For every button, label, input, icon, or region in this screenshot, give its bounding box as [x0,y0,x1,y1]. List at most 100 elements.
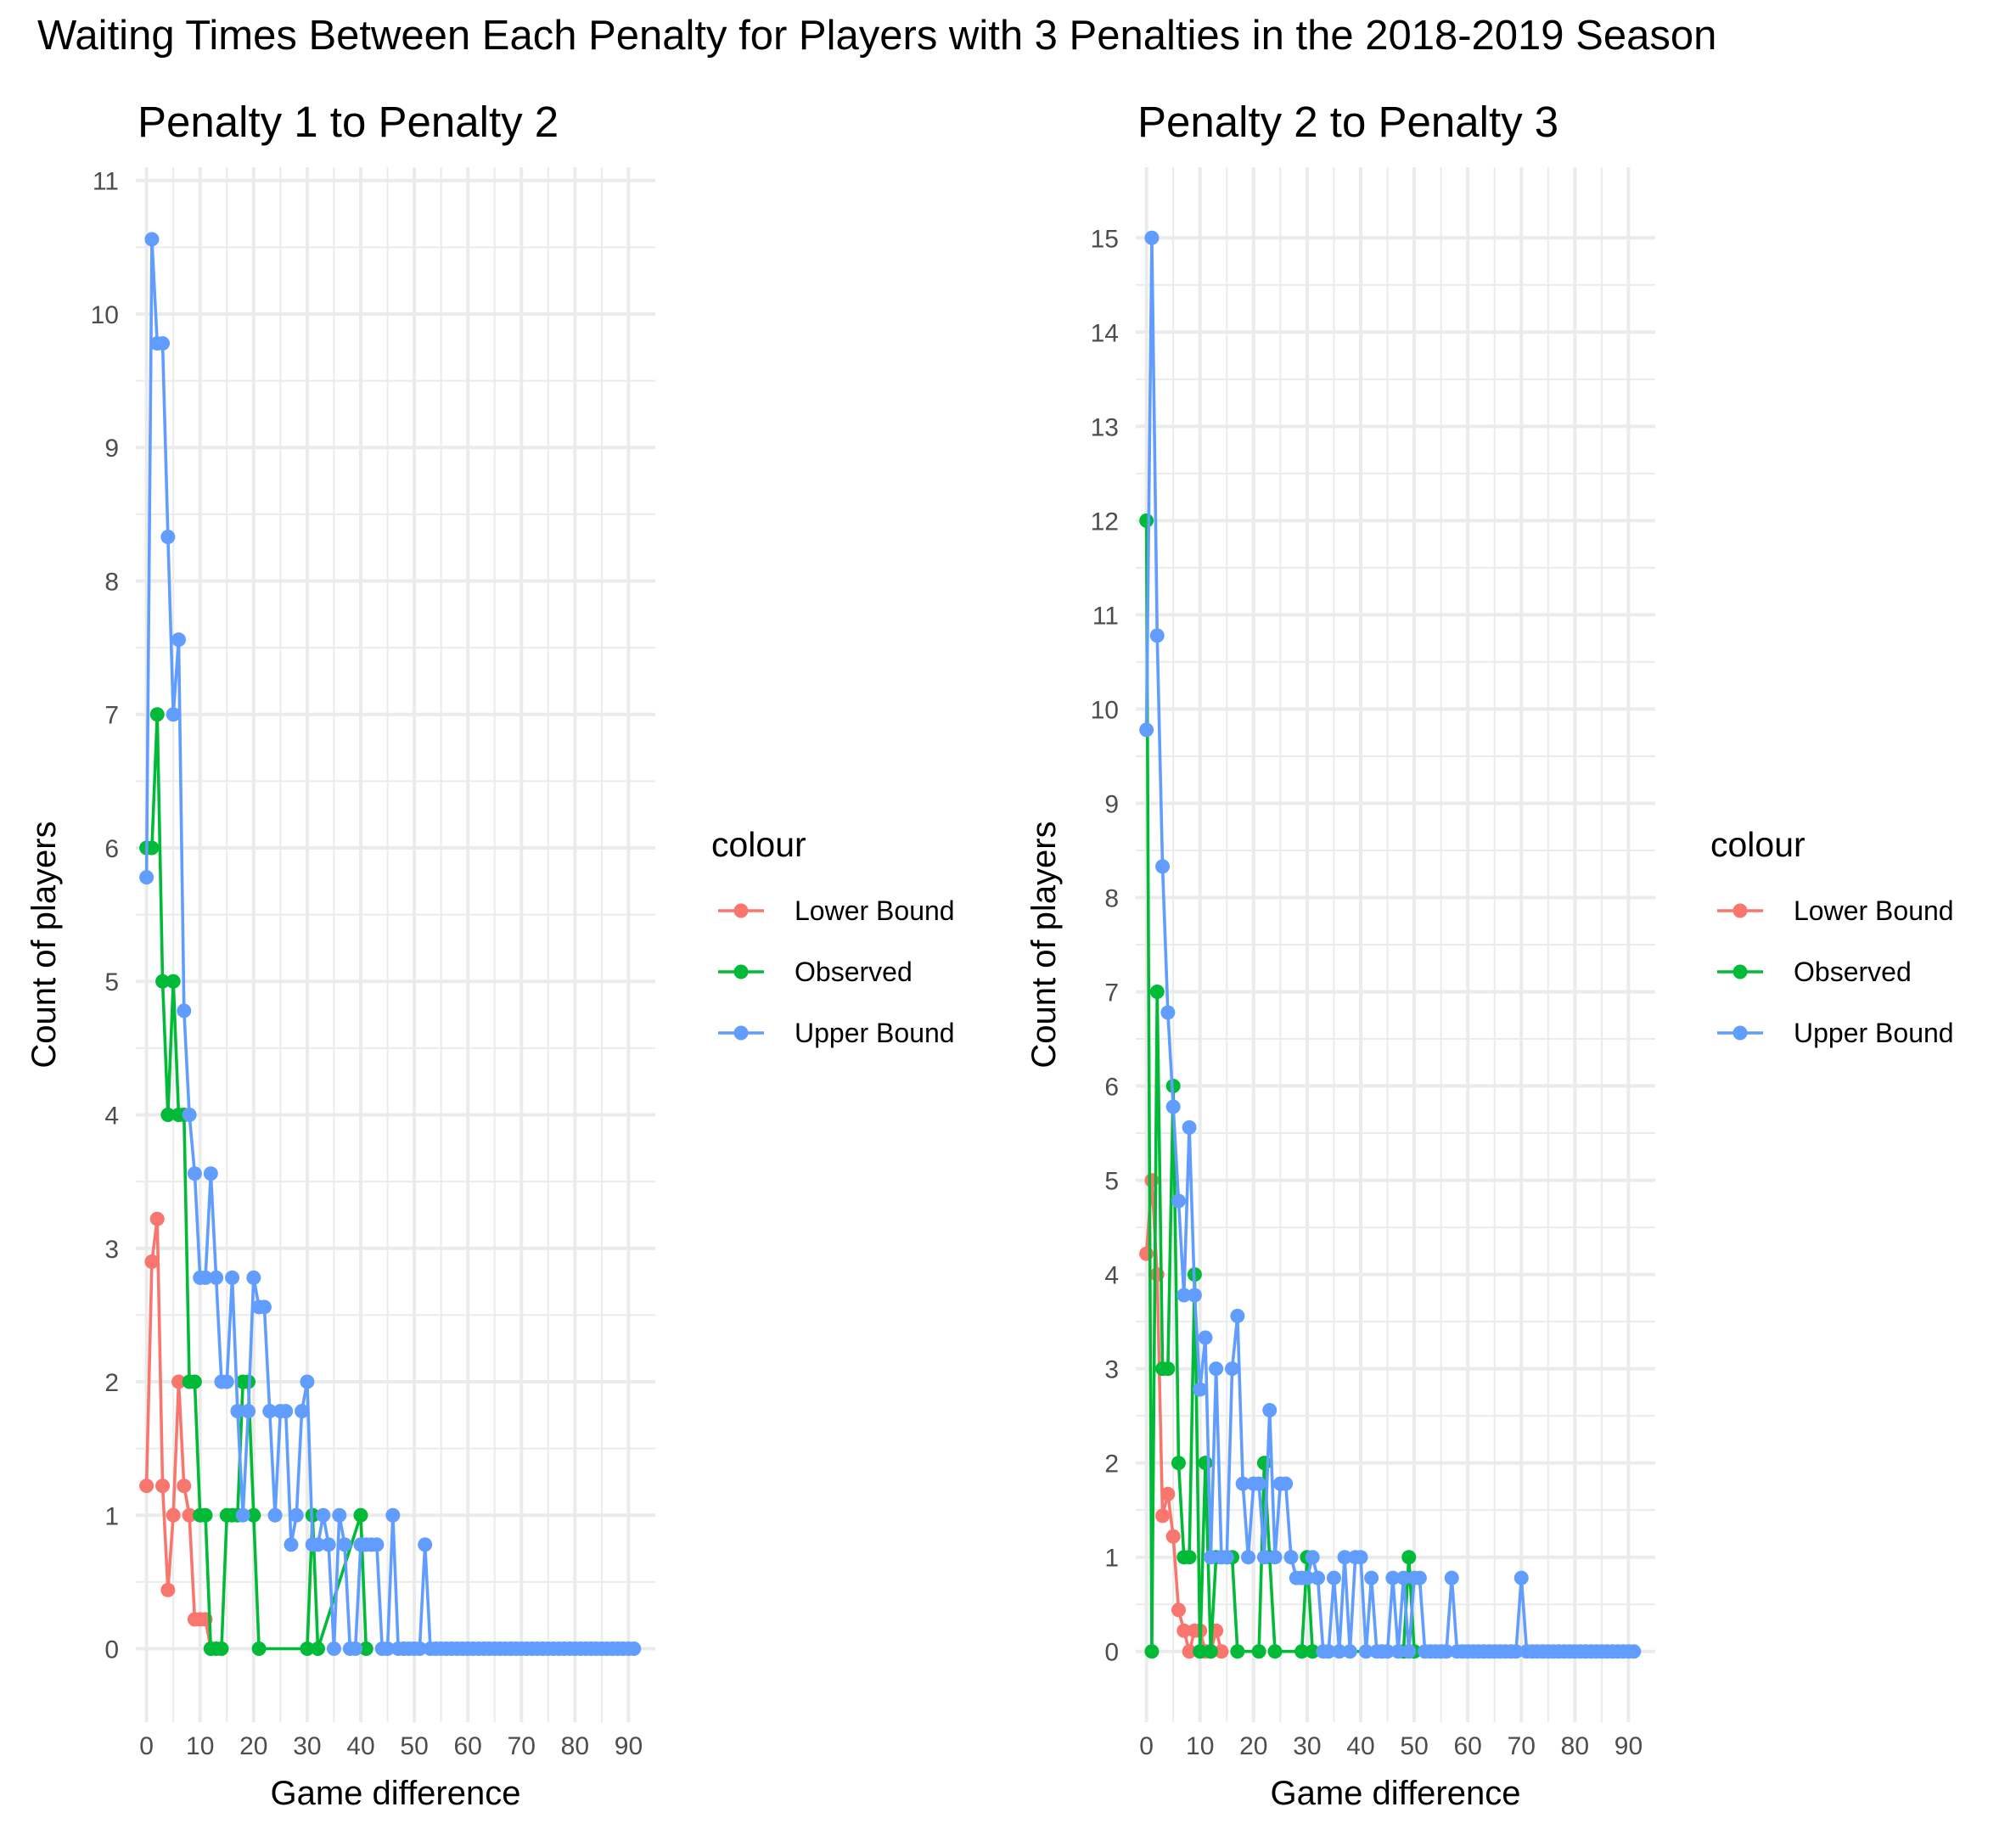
legend-item-lower-bound: Lower Bound [1717,895,1954,926]
legend-label: Observed [795,957,913,987]
data-point-upper-bound [1364,1570,1379,1585]
data-point-upper-bound [1187,1288,1202,1303]
y-tick-label: 6 [104,835,119,863]
data-point-upper-bound [160,530,176,545]
data-point-observed [1294,1644,1310,1659]
data-point-observed [1139,513,1154,528]
x-tick-label: 50 [400,1732,428,1760]
data-point-upper-bound [246,1270,261,1285]
data-point-upper-bound [1267,1550,1283,1565]
legend-label: Upper Bound [1794,1018,1954,1048]
data-point-upper-bound [369,1537,385,1552]
legend-item-observed: Observed [718,957,913,987]
data-point-upper-bound [1385,1570,1401,1585]
data-point-upper-bound [326,1641,341,1657]
panel-penalty-1-to-2: 0 10 20 30 40 50 60 70 80 90 0 1 2 3 4 5 6 7 8 9 10 11 Penalty… [25,98,955,1812]
data-point-lower-bound [1171,1602,1186,1618]
panel-title: Penalty 2 to Penalty 3 [1137,98,1558,146]
legend-key-point [733,1025,749,1041]
data-point-upper-bound [1513,1570,1529,1585]
data-point-upper-bound [1160,1005,1176,1020]
legend-title: colour [711,825,806,864]
data-point-upper-bound [1311,1570,1326,1585]
legend-title: colour [1710,825,1805,864]
data-point-observed [198,1507,213,1523]
x-tick-label: 20 [239,1732,267,1760]
data-point-lower-bound [1160,1486,1176,1501]
y-tick-label: 4 [1104,1262,1119,1290]
legend-key-point [733,903,749,918]
data-point-upper-bound [187,1166,202,1181]
y-tick-label: 10 [1091,696,1119,724]
legend: colour Lower Bound Observed Upper Bound [711,825,955,1048]
data-point-upper-bound [1235,1476,1250,1491]
data-point-upper-bound [1278,1476,1294,1491]
data-point-observed [155,974,171,989]
data-point-observed [1203,1644,1218,1659]
data-point-observed [1193,1644,1208,1659]
data-point-lower-bound [1139,1246,1154,1261]
data-point-upper-bound [1225,1361,1240,1377]
data-point-upper-bound [316,1507,331,1523]
legend: colour Lower Bound Observed Upper Bound [1710,825,1954,1048]
data-point-upper-bound [1353,1550,1368,1565]
data-point-observed [160,1107,176,1122]
data-point-upper-bound [1219,1550,1234,1565]
chart-title: Waiting Times Between Each Penalty for P… [37,13,1717,59]
data-point-upper-bound [418,1537,433,1552]
data-point-observed [246,1507,261,1523]
legend-key-point [1732,903,1748,918]
data-point-observed [311,1641,326,1657]
x-tick-label: 60 [1453,1732,1481,1760]
data-point-lower-bound [160,1582,176,1597]
x-axis-title: Game difference [1271,1775,1521,1812]
data-point-upper-bound [284,1537,299,1552]
data-point-lower-bound [1214,1644,1229,1659]
data-point-upper-bound [1390,1644,1406,1659]
data-point-upper-bound [300,1374,315,1389]
data-point-lower-bound [166,1507,181,1523]
data-point-observed [1160,1361,1176,1377]
y-tick-label: 11 [93,168,119,196]
data-point-upper-bound [278,1404,294,1419]
data-point-upper-bound [240,1404,256,1419]
legend-label: Observed [1794,957,1912,987]
data-point-upper-bound [1332,1644,1347,1659]
data-point-upper-bound [198,1270,213,1285]
data-point-observed [1198,1456,1213,1471]
y-tick-label: 2 [1104,1451,1119,1479]
data-point-observed [1171,1456,1186,1471]
y-tick-label: 0 [1104,1639,1119,1667]
y-tick-label: 8 [1104,884,1119,912]
series-observed [139,707,373,1657]
x-tick-label: 70 [1508,1732,1536,1760]
data-point-lower-bound [155,1479,171,1494]
data-point-upper-bound [1412,1570,1427,1585]
data-point-upper-bound [1444,1570,1459,1585]
data-point-upper-bound [235,1507,250,1523]
data-point-observed [1149,985,1165,1000]
y-tick-label: 7 [1104,979,1119,1007]
x-tick-label: 30 [1293,1732,1321,1760]
series-upper-bound [139,232,642,1657]
x-tick-label: 10 [186,1732,214,1760]
data-point-upper-bound [155,336,171,351]
data-point-upper-bound [1165,1099,1181,1114]
x-tick-label: 90 [1614,1732,1643,1760]
y-tick-label: 0 [104,1636,119,1664]
x-tick-label: 60 [453,1732,481,1760]
y-tick-label: 4 [104,1102,119,1130]
data-point-observed [1267,1644,1283,1659]
legend-key-point [1732,1025,1748,1041]
data-point-upper-bound [348,1641,363,1657]
data-point-upper-bound [1337,1550,1352,1565]
data-point-upper-bound [412,1641,427,1657]
data-point-lower-bound [182,1507,197,1523]
panel-title: Penalty 1 to Penalty 2 [138,98,559,146]
data-point-upper-bound [1203,1550,1218,1565]
data-point-upper-bound [289,1507,304,1523]
data-point-lower-bound [1176,1623,1192,1638]
y-tick-label: 9 [1104,790,1119,818]
data-point-upper-bound [1626,1644,1642,1659]
y-tick-label: 8 [104,568,119,596]
